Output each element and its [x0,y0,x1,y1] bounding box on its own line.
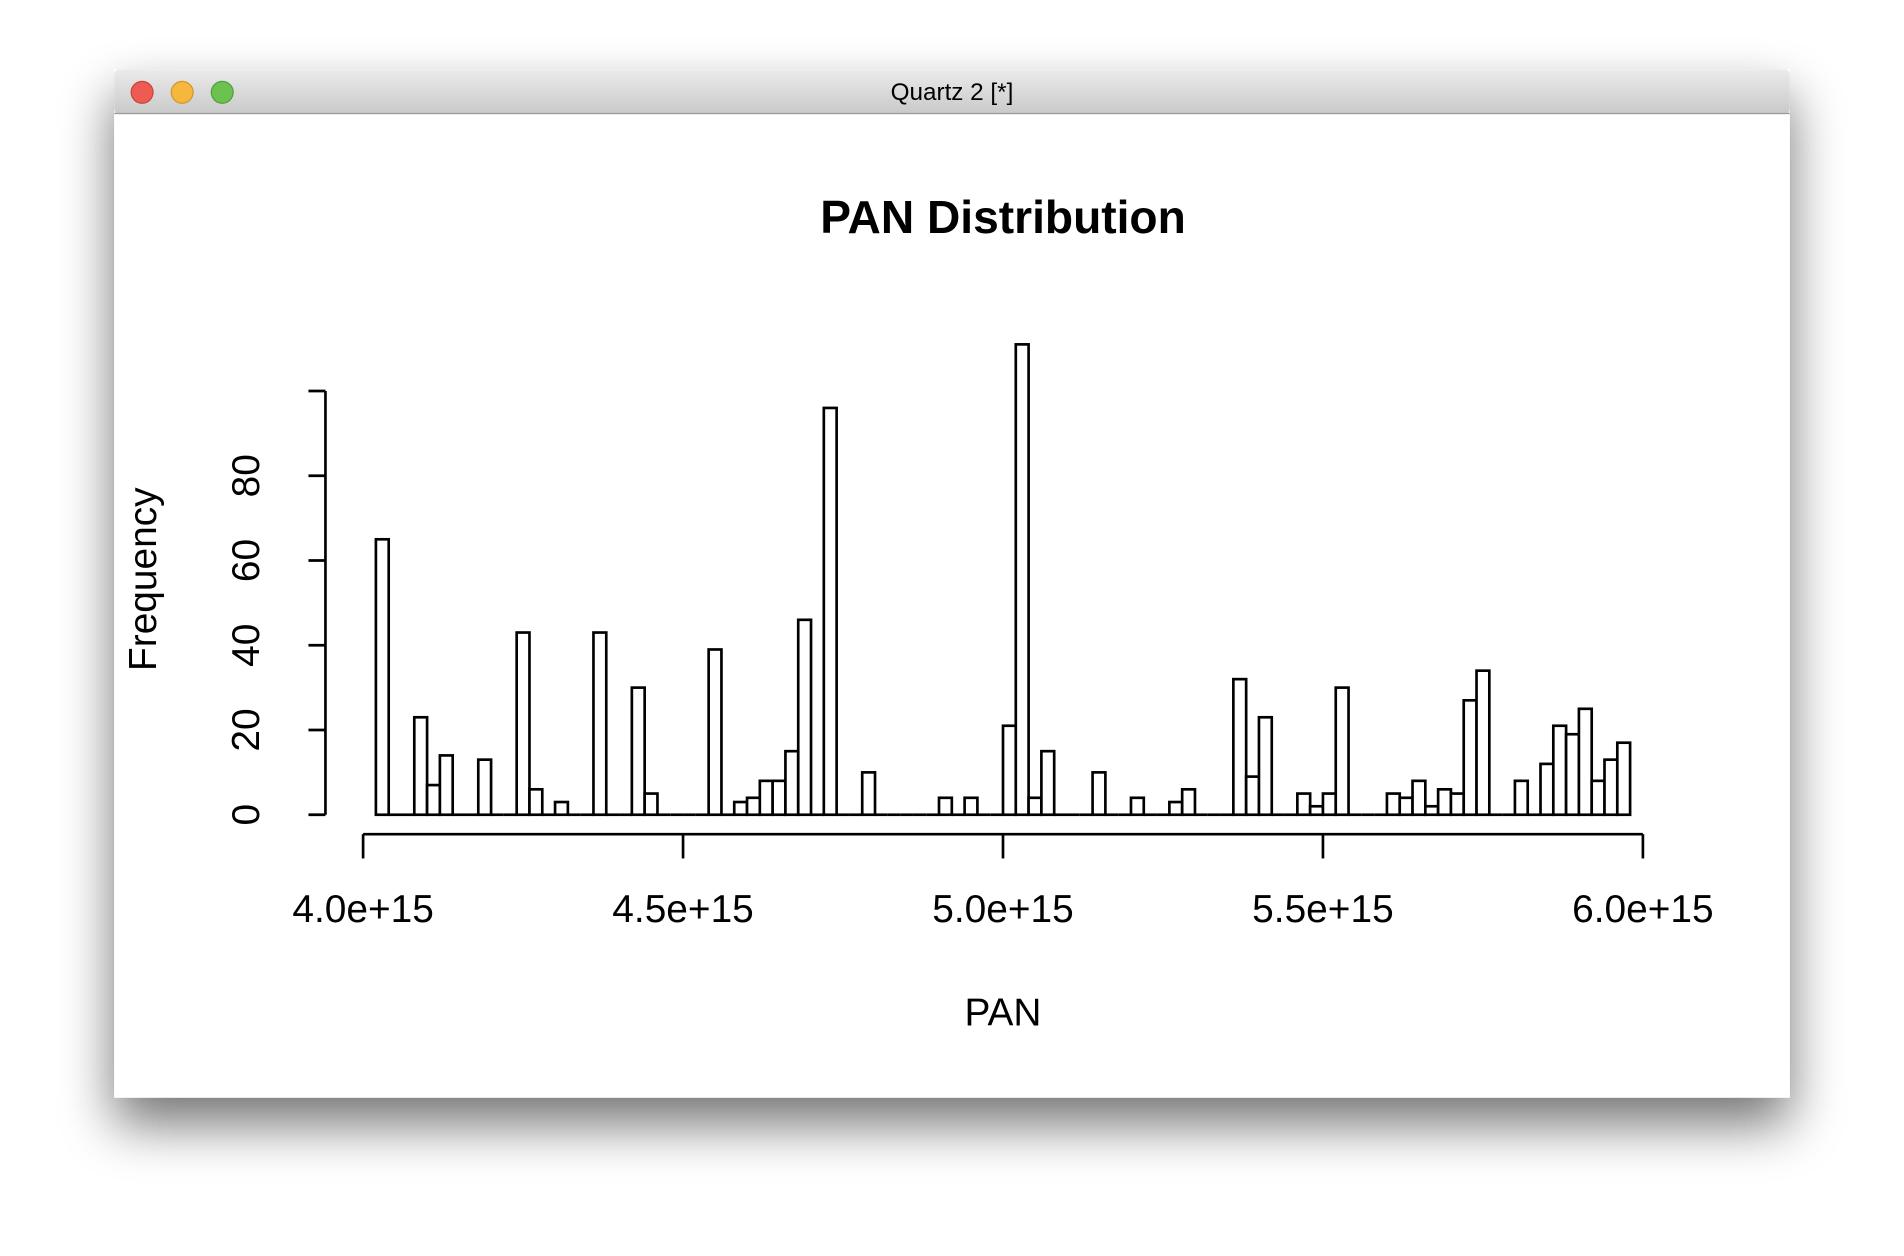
bar [963,796,979,817]
x-tick-label: 5.5e+15 [1252,888,1394,931]
bar [425,783,442,817]
bar [643,792,659,817]
x-tick-label: 6.0e+15 [1572,888,1714,931]
bar [1577,707,1594,817]
bar [1232,677,1248,817]
bar [822,406,838,817]
window-title: Quartz 2 [*] [891,79,1014,106]
bar [1385,792,1402,817]
bar [758,779,774,817]
bar [1308,804,1325,817]
bar [476,758,493,817]
chart: PAN Distribution PAN Frequency 4.0e+15 4.… [122,191,1714,1034]
bar [1321,792,1338,817]
bar [1040,749,1056,817]
close-button[interactable] [130,80,154,104]
bar [592,631,608,817]
bar [1334,686,1350,817]
bar [796,618,813,817]
bar [515,631,531,817]
x-tick-label: 4.5e+15 [612,888,754,931]
bar [1411,779,1427,817]
bar [860,771,877,817]
bar [771,779,787,817]
bar [1168,800,1184,817]
y-axis-label: Frequency [122,487,165,671]
bar [1436,787,1453,817]
bar [553,800,570,817]
bar [1014,343,1030,817]
bar [1244,775,1261,817]
bar [1462,698,1478,817]
minimize-button[interactable] [170,80,194,104]
bar [1001,724,1018,817]
bar [1129,796,1146,817]
bar [1180,787,1197,817]
bar [1564,732,1581,817]
bar [528,787,544,817]
bar [1513,779,1530,817]
bar [745,796,762,817]
bar [1603,758,1619,817]
bar [630,686,646,817]
bar [1257,715,1274,817]
y-tick-label: 40 [225,624,268,667]
chart-title: PAN Distribution [820,191,1186,243]
x-tick-label: 5.0e+15 [932,888,1074,931]
bar [784,749,800,817]
y-tick-label: 20 [225,708,268,751]
bar [1027,796,1043,817]
x-tick-label: 4.0e+15 [292,888,434,931]
x-axis-label: PAN [964,991,1041,1034]
y-tick-label: 0 [225,804,268,826]
bar [1539,762,1555,817]
bar [1296,792,1312,817]
y-tick-label: 80 [225,454,268,497]
window: Quartz 2 [*] [114,69,1790,1098]
bar [707,648,723,817]
bar [438,754,455,817]
window-frame [114,69,1790,1098]
bar [1590,779,1606,817]
bar [1449,792,1466,817]
bar [1423,804,1440,817]
y-tick-label: 60 [225,539,268,582]
zoom-button[interactable] [210,80,234,104]
bar [1615,741,1632,817]
bar [1398,796,1414,817]
bar [732,800,749,817]
bar [937,796,954,817]
bar [412,715,429,817]
title-bar [114,69,1790,115]
bar [1091,771,1107,817]
bar [1475,669,1491,817]
bar [374,537,391,817]
bar [1551,724,1568,817]
